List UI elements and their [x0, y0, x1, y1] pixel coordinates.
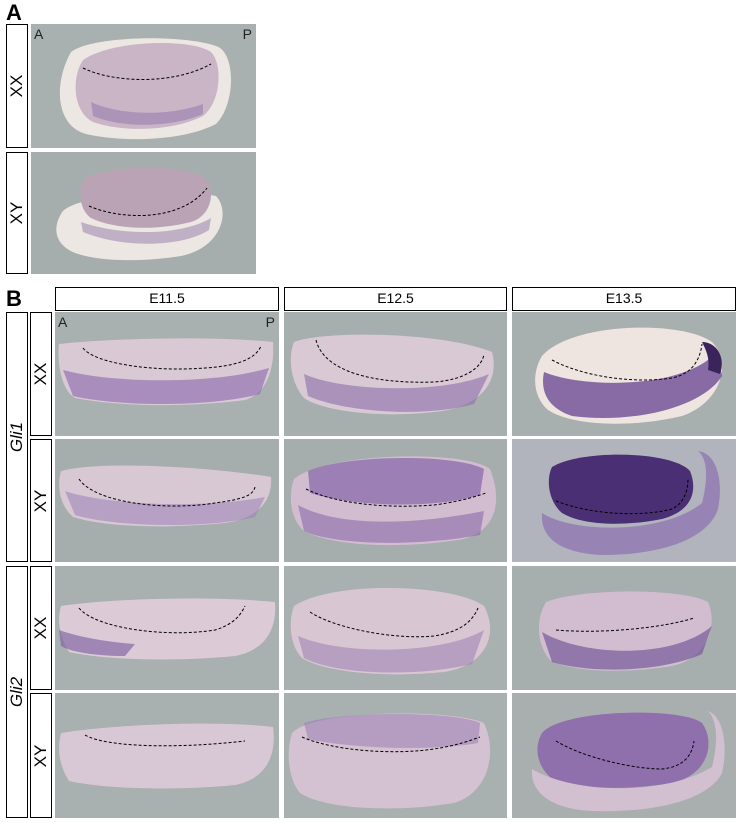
gene-label-gli1: Gli1	[6, 312, 28, 562]
micrograph-gli2-xx-e11-5	[55, 566, 279, 690]
micrograph-a-xx: A P	[31, 24, 256, 148]
micrograph-gli1-xx-e13-5	[512, 312, 736, 436]
column-header-e13-5: E13.5	[512, 287, 736, 311]
row-label-gli2-xx: XX	[30, 566, 52, 690]
column-header-e12-5: E12.5	[284, 287, 507, 311]
micrograph-gli1-xx-e11-5: A P	[55, 312, 279, 436]
micrograph-gli2-xy-e12-5	[284, 693, 507, 818]
micrograph-gli2-xy-e11-5	[55, 693, 279, 818]
micrograph-gli1-xy-e12-5	[284, 439, 507, 562]
micrograph-gli1-xy-e11-5	[55, 439, 279, 562]
micrograph-gli2-xx-e12-5	[284, 566, 507, 690]
panel-a-row-label-xy: XY	[6, 152, 28, 274]
row-label-gli1-xx: XX	[30, 312, 52, 436]
panel-a-label: A	[6, 0, 22, 25]
panel-b-label: B	[6, 286, 22, 311]
micrograph-gli2-xy-e13-5	[512, 693, 736, 818]
column-header-e11-5: E11.5	[55, 287, 279, 311]
micrograph-gli1-xy-e13-5	[512, 439, 736, 562]
micrograph-a-xy	[31, 152, 256, 274]
anterior-label-b: A	[58, 314, 68, 330]
row-label-gli2-xy: XY	[30, 693, 52, 818]
gene-label-gli2: Gli2	[6, 566, 28, 818]
panel-a-row-label-xx: XX	[6, 24, 28, 148]
anterior-label: A	[34, 26, 44, 42]
micrograph-gli2-xx-e13-5	[512, 566, 736, 690]
row-label-gli1-xy: XY	[30, 439, 52, 562]
micrograph-gli1-xx-e12-5	[284, 312, 507, 436]
posterior-label-b: P	[265, 314, 275, 330]
posterior-label: P	[242, 26, 252, 42]
